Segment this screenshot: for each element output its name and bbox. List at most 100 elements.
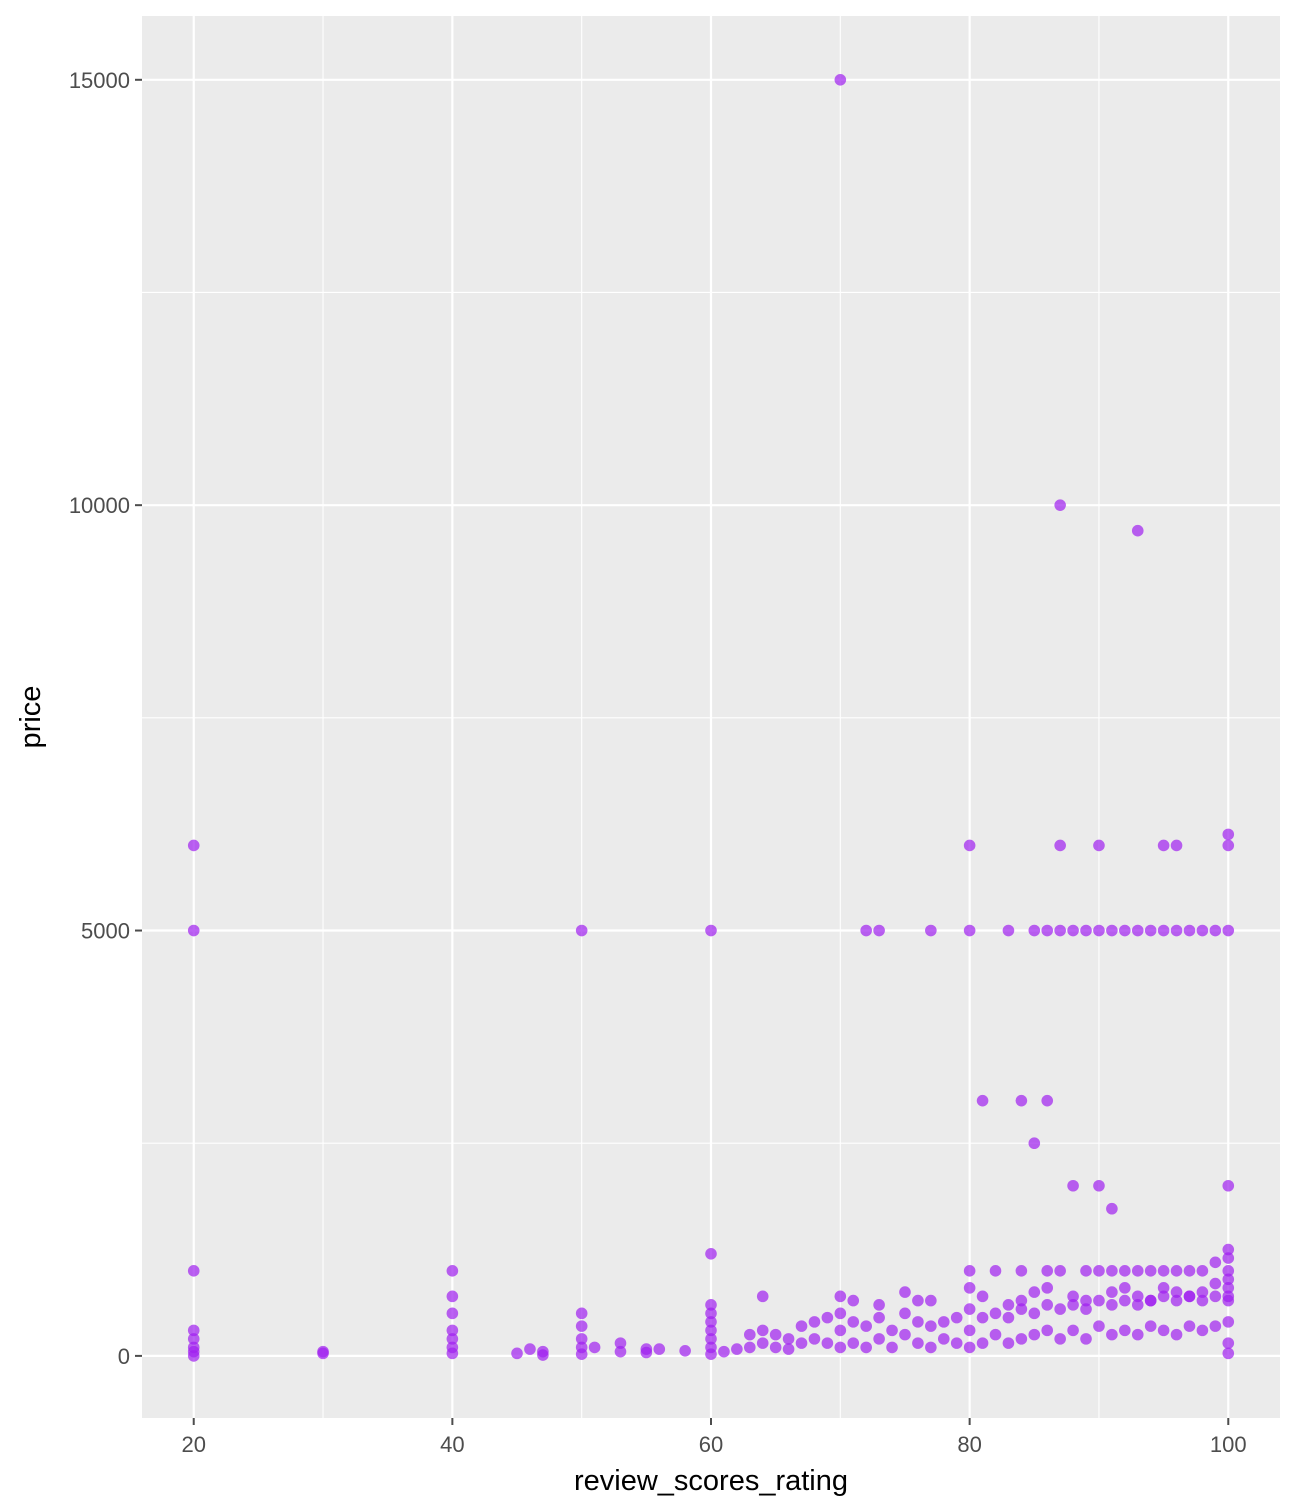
data-point <box>1041 1324 1054 1337</box>
data-point <box>899 1307 911 1320</box>
data-point <box>1041 1299 1054 1311</box>
data-point <box>1015 1294 1028 1307</box>
data-point <box>1196 1265 1209 1277</box>
data-point <box>679 1344 691 1357</box>
data-point <box>1144 924 1157 937</box>
data-point <box>187 1350 200 1362</box>
data-point <box>1209 1290 1222 1303</box>
data-point <box>1196 1294 1209 1307</box>
data-point <box>1054 499 1066 511</box>
data-point <box>1209 1256 1222 1269</box>
data-point <box>588 1341 601 1354</box>
data-point <box>1002 1337 1015 1349</box>
data-point <box>756 1290 769 1303</box>
data-point <box>731 1343 743 1355</box>
data-point <box>1106 1286 1118 1298</box>
data-point <box>1209 924 1222 937</box>
data-point <box>937 1333 950 1345</box>
data-point <box>524 1343 536 1355</box>
data-point <box>1002 1299 1015 1311</box>
data-point <box>756 1337 769 1349</box>
data-point <box>834 1341 847 1354</box>
data-point <box>1015 1094 1028 1107</box>
data-point <box>1209 1320 1222 1332</box>
data-point <box>1067 1299 1079 1311</box>
data-point <box>1015 1333 1028 1345</box>
x-tick-label: 40 <box>440 1432 464 1457</box>
data-point <box>1119 924 1131 937</box>
data-point <box>705 1248 717 1260</box>
data-point <box>575 1307 588 1320</box>
data-point <box>1183 1265 1196 1277</box>
y-tick-label: 0 <box>118 1344 130 1369</box>
data-point <box>1119 1265 1131 1277</box>
data-points <box>187 74 1235 1362</box>
data-point <box>795 1320 808 1332</box>
data-point <box>1054 1333 1066 1345</box>
data-point <box>847 1294 860 1307</box>
data-point <box>1222 924 1235 937</box>
data-point <box>705 1333 717 1345</box>
data-point <box>1015 1303 1028 1315</box>
data-point <box>1222 1282 1235 1294</box>
data-point <box>537 1349 549 1361</box>
data-point <box>187 1324 200 1337</box>
data-point <box>446 1347 459 1360</box>
data-point <box>1196 1286 1209 1298</box>
data-point <box>1144 1294 1157 1307</box>
data-point <box>1222 1243 1235 1256</box>
data-point <box>511 1347 523 1360</box>
data-point <box>705 924 717 937</box>
data-point <box>1067 1179 1079 1192</box>
data-point <box>860 1320 872 1332</box>
data-point <box>1196 924 1209 937</box>
data-point <box>925 1341 937 1354</box>
data-point <box>1106 924 1118 937</box>
data-point <box>1222 1273 1235 1286</box>
data-point <box>808 1316 821 1328</box>
data-point <box>1170 1328 1183 1341</box>
data-point <box>1080 1294 1092 1307</box>
data-point <box>653 1343 666 1355</box>
data-point <box>1002 1311 1015 1324</box>
data-point <box>989 1328 1002 1341</box>
data-point <box>1054 1265 1066 1277</box>
data-point <box>873 924 885 937</box>
data-point <box>446 1324 459 1337</box>
data-point <box>834 1324 847 1337</box>
data-point <box>446 1290 459 1303</box>
data-point <box>705 1307 717 1320</box>
data-point <box>912 1294 924 1307</box>
data-point <box>925 924 937 937</box>
data-point <box>1093 1265 1105 1277</box>
data-point <box>718 1345 730 1358</box>
data-point <box>1157 1290 1170 1303</box>
data-point <box>1015 1265 1028 1277</box>
data-point <box>1157 1282 1170 1294</box>
data-point <box>925 1294 937 1307</box>
data-point <box>1054 924 1066 937</box>
data-point <box>1067 1324 1079 1337</box>
data-point <box>860 924 872 937</box>
data-point <box>886 1341 898 1354</box>
data-point <box>795 1337 808 1349</box>
data-point <box>769 1328 782 1341</box>
data-point <box>1067 924 1079 937</box>
data-point <box>1067 1290 1079 1303</box>
data-point <box>1183 1320 1196 1332</box>
data-point <box>989 1265 1002 1277</box>
data-point <box>1080 1265 1092 1277</box>
data-point <box>834 1307 847 1320</box>
data-point <box>1028 924 1041 937</box>
data-point <box>821 1311 834 1324</box>
data-point <box>847 1337 860 1349</box>
data-point <box>912 1316 924 1328</box>
data-point <box>614 1337 627 1349</box>
x-axis-ticks: 20 40 60 80 100 <box>181 1418 1247 1457</box>
data-point <box>1222 1294 1235 1307</box>
data-point <box>976 1290 989 1303</box>
data-point <box>912 1337 924 1349</box>
data-point <box>976 1311 989 1324</box>
data-point <box>834 74 847 86</box>
